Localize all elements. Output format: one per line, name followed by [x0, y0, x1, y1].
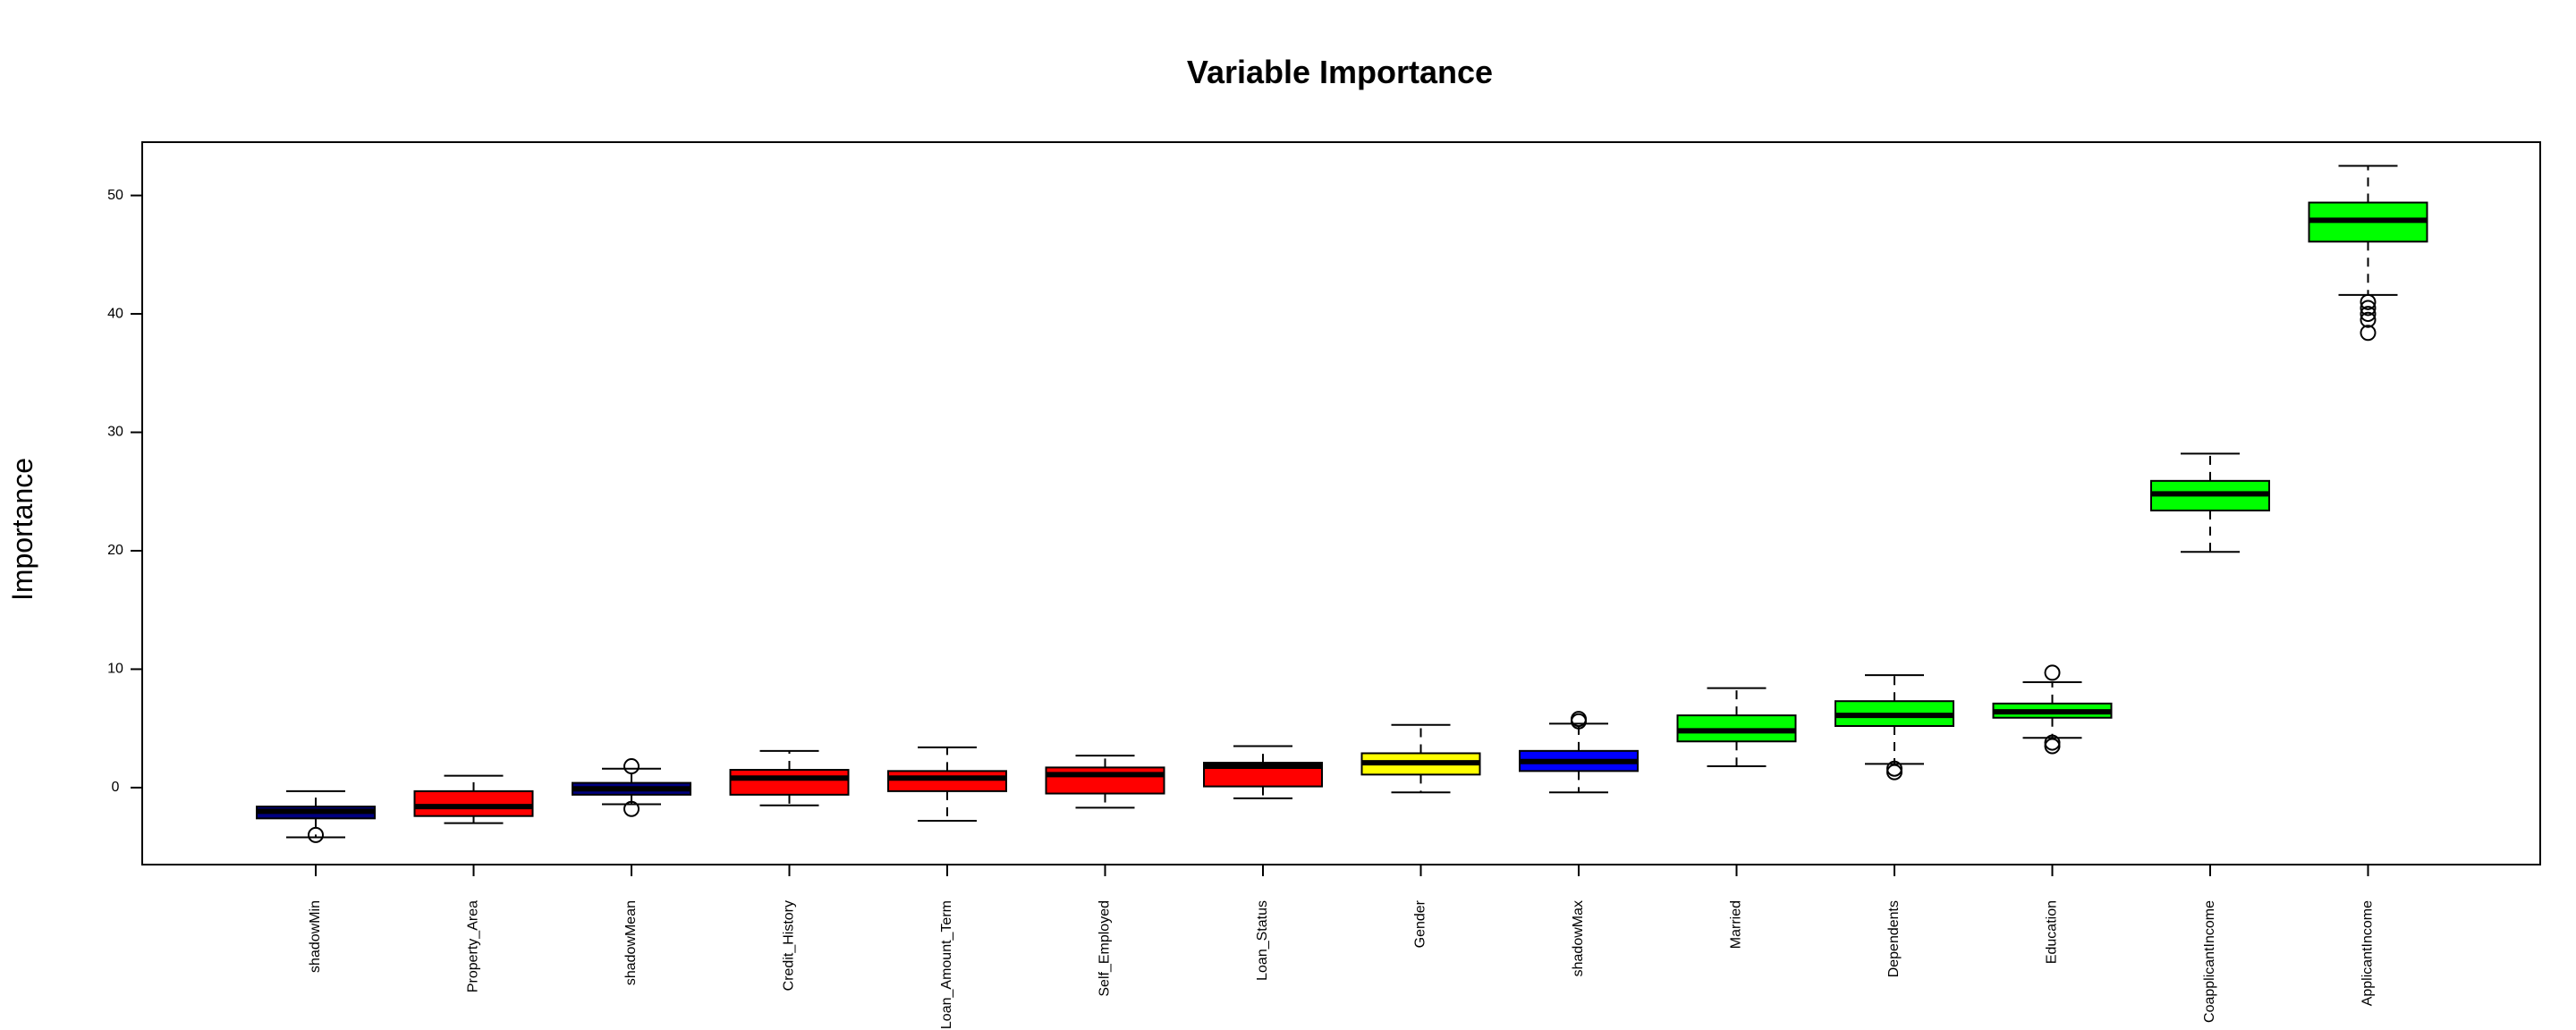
- y-axis-label: Importance: [6, 458, 38, 601]
- y-tick-label: 20: [107, 543, 123, 558]
- outlier-point: [1571, 711, 1587, 728]
- box-ApplicantIncome: [2308, 165, 2428, 342]
- x-tick-label: Gender: [1413, 899, 1428, 948]
- outlier-point: [2360, 325, 2377, 342]
- box-Dependents: [1835, 674, 1954, 781]
- x-tick-label: shadowMean: [623, 900, 639, 985]
- box-Loan_Amount_Term: [887, 746, 1007, 822]
- box-shadowMax: [1519, 711, 1639, 794]
- box-shadowMean: [572, 758, 691, 817]
- y-tick-label: 40: [107, 306, 123, 321]
- y-tick-label: 30: [107, 425, 123, 440]
- x-tick-label: shadowMax: [1571, 900, 1586, 976]
- y-tick-label: 10: [107, 662, 123, 677]
- box-Self_Employed: [1045, 755, 1165, 809]
- x-tick-label: CoapplicantIncome: [2202, 900, 2217, 1023]
- outlier-point: [2360, 306, 2377, 323]
- x-tick-label: Education: [2045, 900, 2060, 964]
- y-tick-label: 50: [107, 188, 123, 203]
- outlier-point: [623, 758, 640, 775]
- x-tick-label: shadowMin: [308, 900, 323, 973]
- iqr-box: [1045, 766, 1165, 795]
- box-CoapplicantIncome: [2150, 452, 2270, 553]
- outlier-point: [1886, 764, 1902, 781]
- plot-frame: [141, 141, 2541, 865]
- box-Credit_History: [729, 749, 850, 806]
- x-tick-label: Credit_History: [782, 900, 797, 991]
- box-Loan_Status: [1203, 745, 1323, 799]
- outlier-point: [308, 826, 324, 843]
- box-Married: [1676, 687, 1797, 768]
- iqr-box: [887, 770, 1007, 792]
- x-tick-label: Loan_Amount_Term: [939, 900, 954, 1029]
- outlier-point: [623, 800, 640, 817]
- x-tick-label: Property_Area: [466, 900, 481, 992]
- x-tick-label: Loan_Status: [1255, 900, 1270, 981]
- box-Education: [1992, 664, 2113, 755]
- iqr-box: [413, 789, 534, 817]
- outlier-point: [2360, 293, 2377, 310]
- chart-title: Variable Importance: [1187, 54, 1493, 90]
- box-shadowMin: [256, 789, 376, 843]
- iqr-box: [729, 769, 850, 796]
- box-Property_Area: [413, 774, 534, 824]
- box-series: [256, 165, 2428, 843]
- outlier-point: [2044, 664, 2061, 681]
- outlier-point: [2360, 311, 2377, 328]
- box-Gender: [1360, 723, 1481, 794]
- y-axis: 0 10 20 30 40 50: [107, 188, 142, 795]
- outlier-point: [2044, 738, 2061, 755]
- x-tick-label: Dependents: [1886, 900, 1902, 977]
- x-axis: shadowMin Property_Area shadowMean Credit_H…: [308, 865, 2376, 1029]
- x-tick-label: ApplicantIncome: [2360, 900, 2376, 1006]
- x-tick-label: Self_Employed: [1097, 900, 1113, 997]
- outlier-point: [2360, 300, 2377, 317]
- y-tick-label: 0: [112, 780, 120, 795]
- x-tick-label: Married: [1729, 900, 1744, 949]
